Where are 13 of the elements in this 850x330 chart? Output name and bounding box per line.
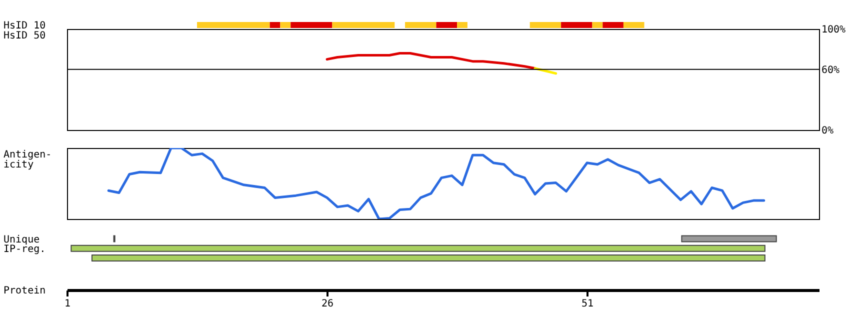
y-tick-label: Unique: [4, 234, 40, 246]
y-tick-label: HsID 10: [4, 20, 46, 32]
y-axis-title: Antigen- icity: [4, 150, 52, 170]
x-tick-label: 26: [322, 298, 334, 310]
y-tick-label: 0%: [822, 126, 834, 136]
x-axis-title: Protein: [4, 286, 46, 296]
y-tick-label: 60%: [822, 64, 840, 76]
x-tick-label: 51: [582, 298, 594, 310]
y-tick-label: IP-reg.: [4, 244, 46, 255]
line-series: [326, 52, 536, 70]
y-axis-title: HsID 50: [4, 30, 46, 42]
x-tick-label: 1: [64, 298, 71, 310]
y-tick-label: 100%: [822, 24, 846, 36]
